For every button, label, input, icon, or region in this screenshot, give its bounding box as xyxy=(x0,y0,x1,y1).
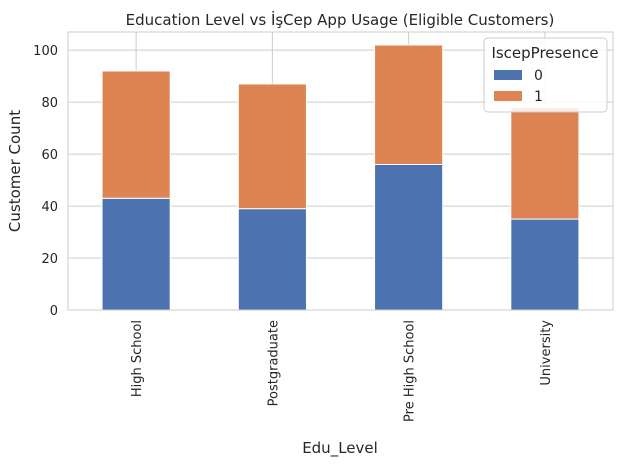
bar-series-0-postgraduate xyxy=(237,208,307,311)
y-tick-labels: 0 20 40 60 80 100 xyxy=(33,44,58,319)
y-tick-label: 80 xyxy=(41,96,58,111)
bar-series-0-pre-high-school xyxy=(374,164,444,311)
x-tick-label: Pre High School xyxy=(403,320,418,422)
chart-title: Education Level vs İşCep App Usage (Elig… xyxy=(126,10,555,29)
y-tick-label: 100 xyxy=(33,44,58,59)
legend-swatch-1 xyxy=(494,91,522,101)
x-tick-label: High School xyxy=(130,320,145,397)
y-axis-label: Customer Count xyxy=(6,110,24,232)
y-tick-label: 60 xyxy=(41,148,58,163)
legend: IscepPresence 0 1 xyxy=(483,37,608,113)
legend-title: IscepPresence xyxy=(491,44,598,62)
legend-swatch-0 xyxy=(494,70,522,80)
y-tick-label: 20 xyxy=(41,252,58,267)
x-tick-labels: High School Postgraduate Pre High School Un… xyxy=(130,320,554,422)
bar-series-1-high-school xyxy=(101,70,171,199)
bar-series-1-postgraduate xyxy=(237,83,307,210)
legend-label-1: 1 xyxy=(534,89,543,105)
bar-series-1-pre-high-school xyxy=(374,44,444,166)
bar-series-0-high-school xyxy=(101,197,171,311)
plot-frame xyxy=(67,31,614,311)
x-axis-label: Edu_Level xyxy=(302,439,378,458)
bar-series-0-university xyxy=(510,218,580,311)
legend-label-0: 0 xyxy=(534,68,543,84)
y-tick-label: 0 xyxy=(50,304,58,319)
bar-series-1-university xyxy=(510,106,580,220)
x-tick-label: Postgraduate xyxy=(266,320,281,406)
x-tick-label: University xyxy=(539,320,554,386)
y-tick-label: 40 xyxy=(41,200,58,215)
